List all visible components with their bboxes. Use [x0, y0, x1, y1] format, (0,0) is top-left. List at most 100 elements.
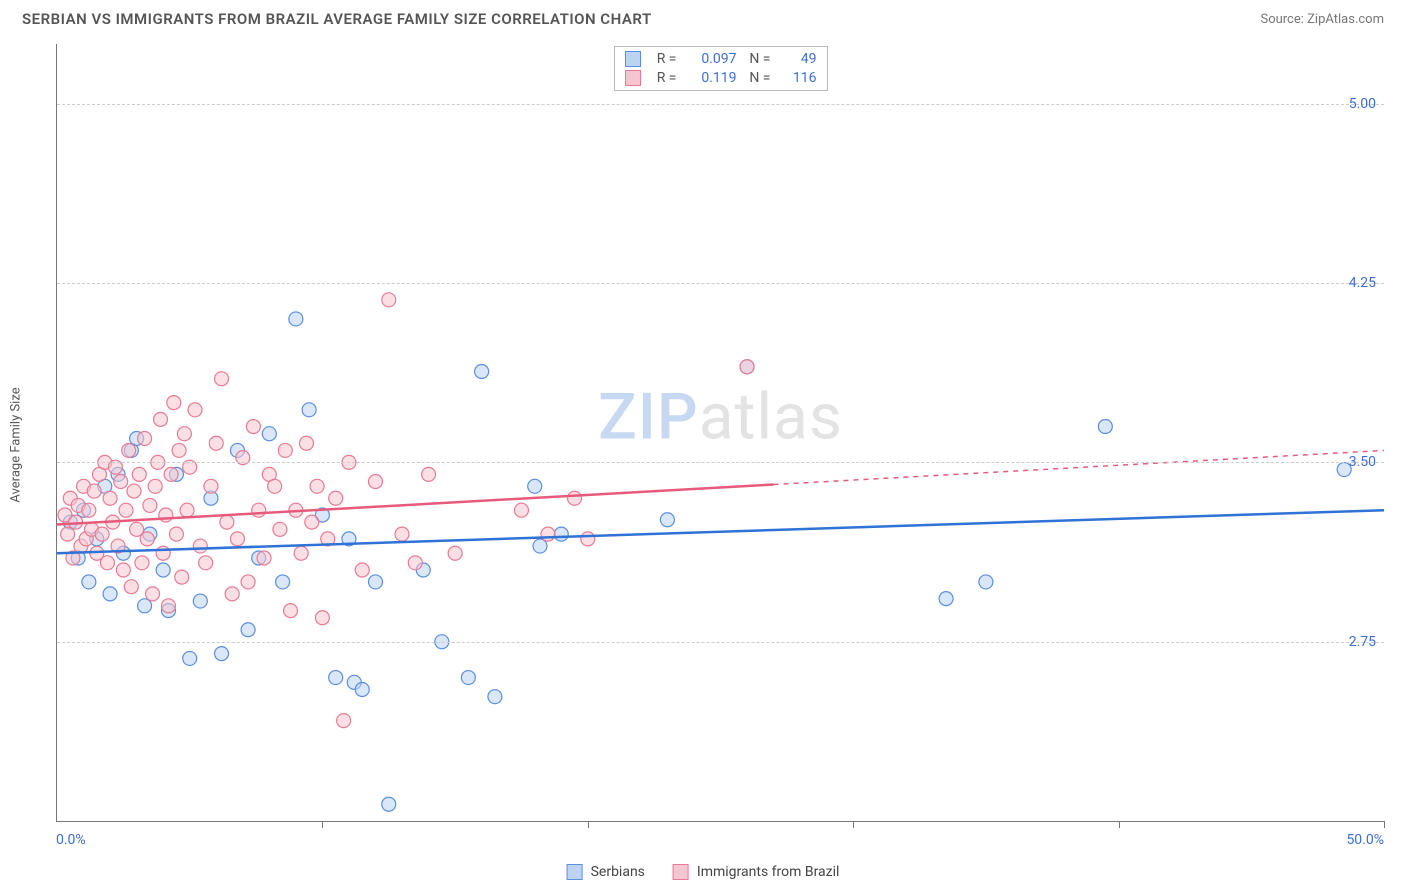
data-point: [135, 556, 149, 570]
data-point: [82, 503, 96, 517]
data-point: [568, 491, 582, 505]
chart-title: SERBIAN VS IMMIGRANTS FROM BRAZIL AVERAG…: [22, 10, 652, 28]
data-point: [581, 532, 595, 546]
data-point: [329, 671, 343, 685]
data-point: [305, 515, 319, 529]
data-point: [252, 503, 266, 517]
data-point: [355, 563, 369, 577]
legend-r-label: R =: [649, 51, 677, 67]
legend-n-label: N =: [743, 70, 771, 86]
data-point: [329, 491, 343, 505]
data-point: [103, 587, 117, 601]
data-point: [156, 546, 170, 560]
legend-label-brazil: Immigrants from Brazil: [697, 864, 840, 880]
data-point: [193, 539, 207, 553]
data-point: [241, 575, 255, 589]
data-point: [488, 690, 502, 704]
data-point: [528, 479, 542, 493]
legend-r-label: R =: [649, 70, 677, 86]
data-point: [461, 671, 475, 685]
data-point: [257, 551, 271, 565]
data-point: [100, 556, 114, 570]
legend-n-value: 116: [777, 70, 817, 86]
data-point: [262, 427, 276, 441]
y-tick-label: 4.25: [1349, 275, 1376, 291]
gridline: [57, 462, 1384, 463]
legend-label-serbians: Serbians: [591, 864, 645, 880]
data-point: [124, 580, 138, 594]
data-point: [278, 443, 292, 457]
y-tick-label: 2.75: [1349, 634, 1376, 650]
data-point: [103, 491, 117, 505]
data-point: [175, 570, 189, 584]
data-point: [368, 475, 382, 489]
data-point: [740, 360, 754, 374]
gridline: [57, 642, 1384, 643]
data-point: [294, 546, 308, 560]
data-point: [337, 714, 351, 728]
legend-bottom: Serbians Immigrants from Brazil: [567, 864, 840, 880]
data-point: [119, 503, 133, 517]
data-point: [180, 503, 194, 517]
data-point: [395, 527, 409, 541]
data-point: [82, 575, 96, 589]
data-point: [382, 797, 396, 811]
data-point: [127, 484, 141, 498]
data-point: [193, 594, 207, 608]
data-point: [87, 484, 101, 498]
data-point: [241, 623, 255, 637]
data-point: [215, 647, 229, 661]
data-point: [169, 527, 183, 541]
x-tick: [1384, 821, 1385, 828]
legend-r-value: 0.119: [683, 70, 737, 86]
data-point: [156, 563, 170, 577]
data-point: [533, 539, 547, 553]
data-point: [140, 532, 154, 546]
gridline: [57, 104, 1384, 105]
data-point: [408, 556, 422, 570]
scatter-svg: [57, 44, 1384, 821]
data-point: [220, 515, 234, 529]
x-tick: [1119, 821, 1120, 828]
x-tick: [588, 821, 589, 828]
data-point: [289, 312, 303, 326]
data-point: [355, 683, 369, 697]
data-point: [660, 513, 674, 527]
gridline: [57, 283, 1384, 284]
data-point: [310, 479, 324, 493]
data-point: [167, 396, 181, 410]
legend-n-value: 49: [777, 51, 817, 67]
data-point: [164, 467, 178, 481]
data-point: [188, 403, 202, 417]
data-point: [116, 563, 130, 577]
data-point: [154, 412, 168, 426]
x-tick: [322, 821, 323, 828]
data-point: [95, 527, 109, 541]
data-point: [315, 611, 329, 625]
data-point: [276, 575, 290, 589]
data-point: [368, 575, 382, 589]
data-point: [448, 546, 462, 560]
data-point: [1098, 420, 1112, 434]
data-point: [183, 651, 197, 665]
legend-correlation-box: R =0.097N =49R =0.119N =116: [614, 46, 828, 91]
data-point: [225, 587, 239, 601]
y-tick-label: 3.50: [1349, 454, 1376, 470]
data-point: [177, 427, 191, 441]
plot-area: ZIPatlas R =0.097N =49R =0.119N =116 2.7…: [56, 44, 1384, 822]
y-axis-label: Average Family Size: [9, 387, 24, 502]
data-point: [541, 527, 555, 541]
data-point: [204, 479, 218, 493]
source-label: Source: ZipAtlas.com: [1260, 12, 1384, 27]
data-point: [148, 479, 162, 493]
data-point: [302, 403, 316, 417]
data-point: [230, 532, 244, 546]
swatch-serbians: [567, 864, 583, 880]
data-point: [114, 475, 128, 489]
data-point: [246, 420, 260, 434]
legend-r-value: 0.097: [683, 51, 737, 67]
data-point: [143, 498, 157, 512]
data-point: [268, 479, 282, 493]
legend-swatch: [625, 70, 641, 86]
data-point: [422, 467, 436, 481]
